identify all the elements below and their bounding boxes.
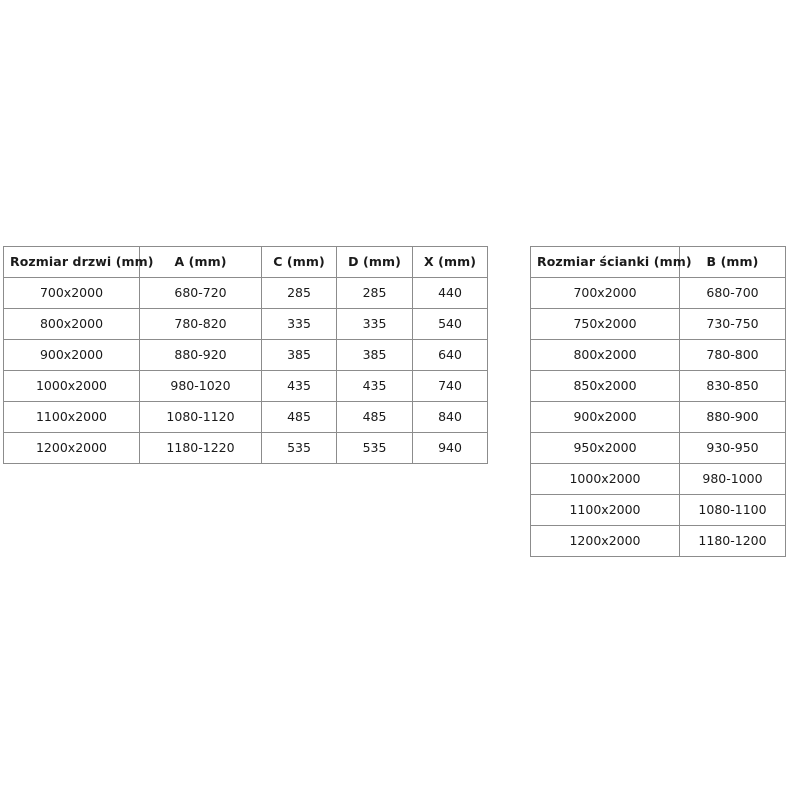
table-cell: 680-700: [679, 277, 786, 309]
table-cell: 840: [412, 401, 488, 433]
table-row: 950x2000 930-950: [530, 432, 786, 464]
table-cell: 740: [412, 370, 488, 402]
table-cell: 850x2000: [530, 370, 680, 402]
table-cell: 335: [261, 308, 337, 340]
column-header: B (mm): [679, 246, 786, 278]
table-cell: 1100x2000: [530, 494, 680, 526]
table-cell: 880-900: [679, 401, 786, 433]
table-cell: 880-920: [139, 339, 262, 371]
table-cell: 535: [336, 432, 413, 464]
table-cell: 800x2000: [3, 308, 140, 340]
table-cell: 900x2000: [3, 339, 140, 371]
column-header: A (mm): [139, 246, 262, 278]
table-cell: 750x2000: [530, 308, 680, 340]
table-cell: 700x2000: [530, 277, 680, 309]
table-cell: 485: [336, 401, 413, 433]
table-row: 1100x2000 1080-1120 485 485 840: [3, 401, 488, 433]
table-cell: 780-800: [679, 339, 786, 371]
table-cell: 830-850: [679, 370, 786, 402]
table-cell: 700x2000: [3, 277, 140, 309]
table-cell: 1180-1200: [679, 525, 786, 557]
table-cell: 640: [412, 339, 488, 371]
table-cell: 680-720: [139, 277, 262, 309]
table-row: 700x2000 680-720 285 285 440: [3, 277, 488, 309]
wall-panel-size-table-body: 700x2000 680-700 750x2000 730-750 800x2000 78…: [530, 277, 786, 557]
table-cell: 1080-1120: [139, 401, 262, 433]
table-cell: 435: [261, 370, 337, 402]
wall-panel-size-table: Rozmiar ścianki (mm) B (mm) 700x2000 680-7…: [530, 246, 786, 557]
table-row: 1000x2000 980-1020 435 435 740: [3, 370, 488, 402]
table-row: 750x2000 730-750: [530, 308, 786, 340]
door-size-table-header: Rozmiar drzwi (mm) A (mm) C (mm) D (mm) X (m…: [3, 246, 488, 278]
table-cell: 285: [336, 277, 413, 309]
table-cell: 1180-1220: [139, 432, 262, 464]
column-header: Rozmiar ścianki (mm): [530, 246, 692, 278]
table-row: 700x2000 680-700: [530, 277, 786, 309]
table-cell: 980-1020: [139, 370, 262, 402]
door-size-table-body: 700x2000 680-720 285 285 440 800x2000 780-820 3…: [3, 277, 488, 464]
table-cell: 485: [261, 401, 337, 433]
table-row: 1000x2000 980-1000: [530, 463, 786, 495]
column-header: D (mm): [336, 246, 413, 278]
table-cell: 435: [336, 370, 413, 402]
table-cell: 440: [412, 277, 488, 309]
table-cell: 1200x2000: [530, 525, 680, 557]
table-cell: 1000x2000: [530, 463, 680, 495]
table-cell: 800x2000: [530, 339, 680, 371]
table-row: 900x2000 880-920 385 385 640: [3, 339, 488, 371]
column-header: X (mm): [412, 246, 488, 278]
table-cell: 540: [412, 308, 488, 340]
table-cell: 730-750: [679, 308, 786, 340]
table-cell: 385: [261, 339, 337, 371]
table-cell: 285: [261, 277, 337, 309]
column-header: C (mm): [261, 246, 337, 278]
table-header-row: Rozmiar drzwi (mm) A (mm) C (mm) D (mm) X (m…: [3, 246, 488, 278]
door-size-table: Rozmiar drzwi (mm) A (mm) C (mm) D (mm) X (m…: [3, 246, 488, 464]
table-cell: 950x2000: [530, 432, 680, 464]
table-cell: 1200x2000: [3, 432, 140, 464]
table-cell: 900x2000: [530, 401, 680, 433]
table-row: 800x2000 780-800: [530, 339, 786, 371]
table-cell: 940: [412, 432, 488, 464]
table-cell: 930-950: [679, 432, 786, 464]
table-cell: 1080-1100: [679, 494, 786, 526]
table-row: 800x2000 780-820 335 335 540: [3, 308, 488, 340]
table-cell: 385: [336, 339, 413, 371]
table-cell: 535: [261, 432, 337, 464]
table-cell: 1100x2000: [3, 401, 140, 433]
table-cell: 780-820: [139, 308, 262, 340]
table-cell: 335: [336, 308, 413, 340]
table-cell: 980-1000: [679, 463, 786, 495]
table-row: 900x2000 880-900: [530, 401, 786, 433]
table-row: 1200x2000 1180-1220 535 535 940: [3, 432, 488, 464]
wall-panel-size-table-header: Rozmiar ścianki (mm) B (mm): [530, 246, 786, 278]
table-row: 1200x2000 1180-1200: [530, 525, 786, 557]
table-row: 1100x2000 1080-1100: [530, 494, 786, 526]
table-row: 850x2000 830-850: [530, 370, 786, 402]
table-header-row: Rozmiar ścianki (mm) B (mm): [530, 246, 786, 278]
column-header: Rozmiar drzwi (mm): [3, 246, 154, 278]
table-cell: 1000x2000: [3, 370, 140, 402]
